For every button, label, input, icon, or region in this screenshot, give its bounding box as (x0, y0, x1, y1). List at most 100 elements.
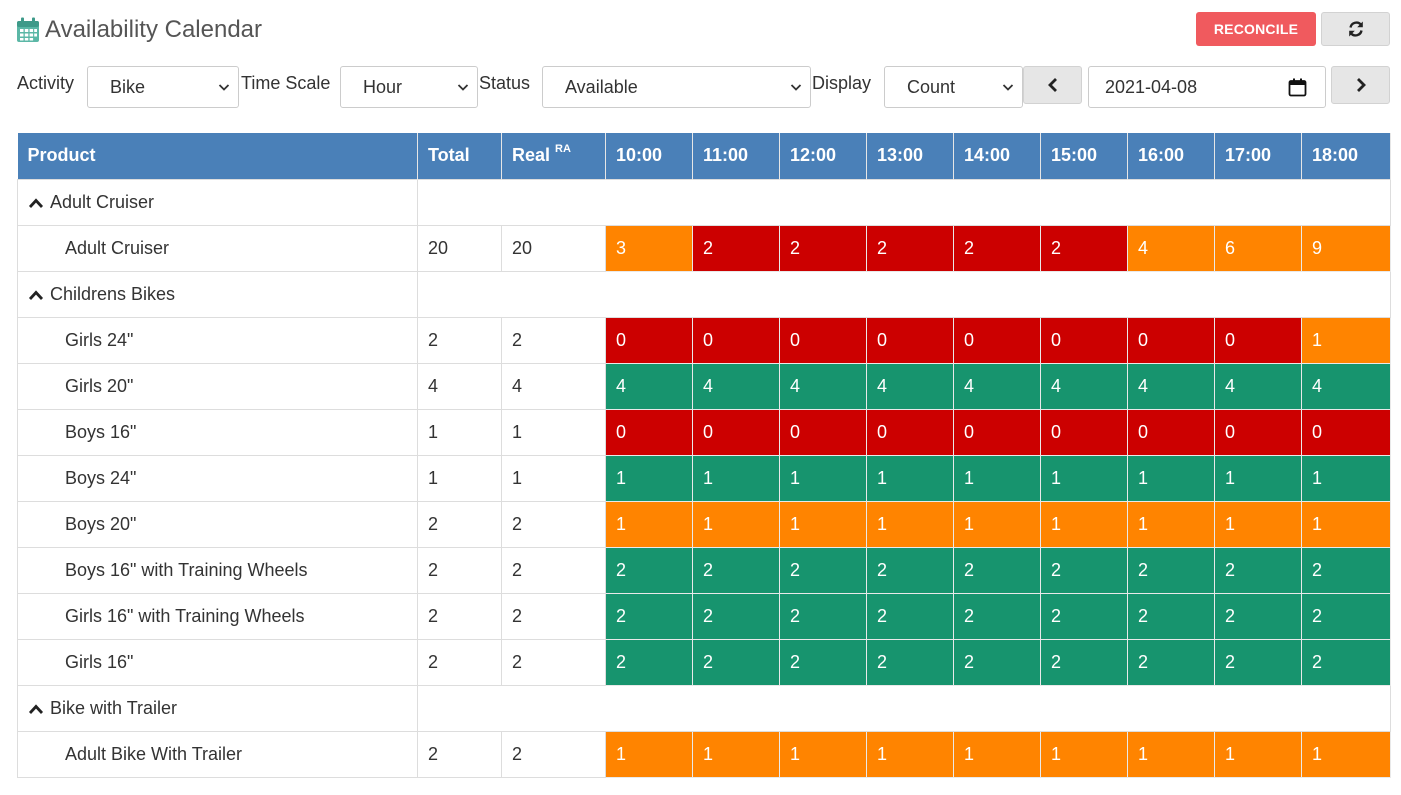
availability-cell[interactable]: 2 (779, 592, 867, 640)
availability-cell[interactable]: 2 (1301, 592, 1391, 640)
availability-cell[interactable]: 1 (1127, 730, 1215, 778)
availability-cell[interactable]: 2 (866, 592, 954, 640)
availability-cell[interactable]: 2 (1127, 638, 1215, 686)
availability-cell[interactable]: 2 (779, 224, 867, 272)
availability-cell[interactable]: 2 (1301, 546, 1391, 594)
availability-cell[interactable]: 2 (692, 638, 780, 686)
availability-cell[interactable]: 1 (605, 500, 693, 548)
availability-cell[interactable]: 1 (1301, 454, 1391, 502)
availability-cell[interactable]: 1 (1301, 500, 1391, 548)
chevron-up-icon[interactable] (28, 197, 44, 209)
availability-cell[interactable]: 4 (866, 362, 954, 410)
availability-cell[interactable]: 2 (953, 592, 1041, 640)
availability-cell[interactable]: 4 (605, 362, 693, 410)
availability-cell[interactable]: 1 (1214, 454, 1302, 502)
availability-cell[interactable]: 1 (1040, 730, 1128, 778)
availability-cell[interactable]: 0 (1040, 316, 1128, 364)
availability-cell[interactable]: 1 (866, 730, 954, 778)
availability-cell[interactable]: 0 (779, 316, 867, 364)
availability-cell[interactable]: 1 (692, 730, 780, 778)
availability-cell[interactable]: 0 (953, 408, 1041, 456)
availability-cell[interactable]: 2 (692, 546, 780, 594)
availability-cell[interactable]: 1 (605, 454, 693, 502)
availability-cell[interactable]: 2 (866, 224, 954, 272)
availability-cell[interactable]: 1 (692, 454, 780, 502)
availability-cell[interactable]: 1 (953, 454, 1041, 502)
status-select[interactable]: Available (542, 66, 811, 108)
group-header-cell[interactable]: Bike with Trailer (17, 684, 418, 732)
availability-cell[interactable]: 0 (1040, 408, 1128, 456)
availability-cell[interactable]: 0 (692, 316, 780, 364)
availability-cell[interactable]: 2 (953, 638, 1041, 686)
availability-cell[interactable]: 0 (953, 316, 1041, 364)
availability-cell[interactable]: 4 (1040, 362, 1128, 410)
availability-cell[interactable]: 2 (1040, 638, 1128, 686)
date-input[interactable]: 2021-04-08 (1088, 66, 1326, 108)
chevron-up-icon[interactable] (28, 289, 44, 301)
availability-cell[interactable]: 1 (1214, 730, 1302, 778)
availability-cell[interactable]: 1 (1127, 454, 1215, 502)
chevron-up-icon[interactable] (28, 703, 44, 715)
group-row[interactable]: Adult Cruiser (17, 178, 1391, 226)
availability-cell[interactable]: 1 (692, 500, 780, 548)
availability-cell[interactable]: 0 (1214, 408, 1302, 456)
availability-cell[interactable]: 2 (1127, 546, 1215, 594)
availability-cell[interactable]: 0 (1301, 408, 1391, 456)
availability-cell[interactable]: 0 (605, 316, 693, 364)
availability-cell[interactable]: 2 (692, 224, 780, 272)
group-row[interactable]: Childrens Bikes (17, 270, 1391, 318)
availability-cell[interactable]: 2 (605, 638, 693, 686)
availability-cell[interactable]: 2 (605, 546, 693, 594)
availability-cell[interactable]: 0 (605, 408, 693, 456)
availability-cell[interactable]: 0 (1127, 408, 1215, 456)
availability-cell[interactable]: 2 (953, 224, 1041, 272)
availability-cell[interactable]: 3 (605, 224, 693, 272)
group-header-cell[interactable]: Childrens Bikes (17, 270, 418, 318)
availability-cell[interactable]: 0 (1214, 316, 1302, 364)
availability-cell[interactable]: 2 (1040, 592, 1128, 640)
availability-cell[interactable]: 1 (1127, 500, 1215, 548)
refresh-button[interactable] (1321, 12, 1390, 46)
availability-cell[interactable]: 1 (605, 730, 693, 778)
availability-cell[interactable]: 2 (605, 592, 693, 640)
calendar-picker-icon[interactable] (1288, 78, 1307, 97)
availability-cell[interactable]: 4 (692, 362, 780, 410)
activity-select[interactable]: Bike (87, 66, 239, 108)
availability-cell[interactable]: 2 (953, 546, 1041, 594)
availability-cell[interactable]: 1 (779, 500, 867, 548)
availability-cell[interactable]: 4 (1127, 224, 1215, 272)
availability-cell[interactable]: 2 (779, 638, 867, 686)
availability-cell[interactable]: 1 (1301, 730, 1391, 778)
availability-cell[interactable]: 1 (1040, 454, 1128, 502)
availability-cell[interactable]: 2 (1127, 592, 1215, 640)
availability-cell[interactable]: 2 (1301, 638, 1391, 686)
availability-cell[interactable]: 0 (1127, 316, 1215, 364)
availability-cell[interactable]: 2 (866, 546, 954, 594)
availability-cell[interactable]: 0 (866, 408, 954, 456)
availability-cell[interactable]: 0 (866, 316, 954, 364)
availability-cell[interactable]: 1 (953, 500, 1041, 548)
availability-cell[interactable]: 2 (692, 592, 780, 640)
availability-cell[interactable]: 2 (1214, 638, 1302, 686)
availability-cell[interactable]: 4 (1127, 362, 1215, 410)
reconcile-button[interactable]: RECONCILE (1196, 12, 1316, 46)
group-header-cell[interactable]: Adult Cruiser (17, 178, 418, 226)
availability-cell[interactable]: 4 (1214, 362, 1302, 410)
availability-cell[interactable]: 1 (779, 730, 867, 778)
availability-cell[interactable]: 1 (1301, 316, 1391, 364)
availability-cell[interactable]: 1 (953, 730, 1041, 778)
availability-cell[interactable]: 4 (953, 362, 1041, 410)
availability-cell[interactable]: 2 (866, 638, 954, 686)
previous-date-button[interactable] (1023, 66, 1082, 104)
availability-cell[interactable]: 1 (1214, 500, 1302, 548)
availability-cell[interactable]: 1 (779, 454, 867, 502)
availability-cell[interactable]: 6 (1214, 224, 1302, 272)
availability-cell[interactable]: 0 (779, 408, 867, 456)
availability-cell[interactable]: 2 (1214, 592, 1302, 640)
availability-cell[interactable]: 2 (1040, 546, 1128, 594)
availability-cell[interactable]: 1 (866, 454, 954, 502)
availability-cell[interactable]: 2 (779, 546, 867, 594)
availability-cell[interactable]: 1 (1040, 500, 1128, 548)
availability-cell[interactable]: 2 (1214, 546, 1302, 594)
time-scale-select[interactable]: Hour (340, 66, 478, 108)
